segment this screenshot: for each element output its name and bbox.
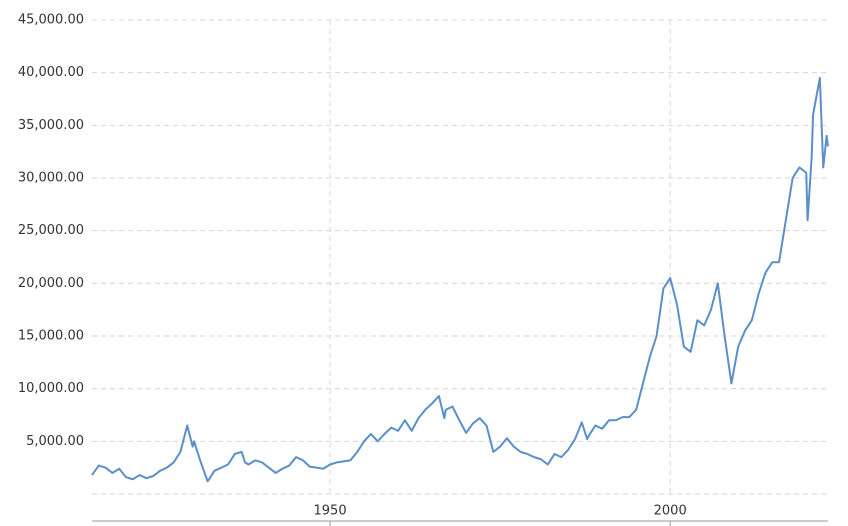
x-tick-label: 1950 <box>314 504 347 519</box>
y-tick-label: 5,000.00 <box>26 434 84 449</box>
y-tick-label: 20,000.00 <box>18 276 84 291</box>
y-tick-label: 10,000.00 <box>18 381 84 396</box>
y-tick-label: 45,000.00 <box>18 13 84 28</box>
y-tick-label: 30,000.00 <box>18 171 84 186</box>
x-tick-label: 2000 <box>654 504 687 519</box>
y-tick-label: 40,000.00 <box>18 65 84 80</box>
y-tick-label: 35,000.00 <box>18 118 84 133</box>
y-tick-label: 15,000.00 <box>18 329 84 344</box>
data-line <box>91 76 829 483</box>
y-tick-label: 25,000.00 <box>18 223 84 238</box>
